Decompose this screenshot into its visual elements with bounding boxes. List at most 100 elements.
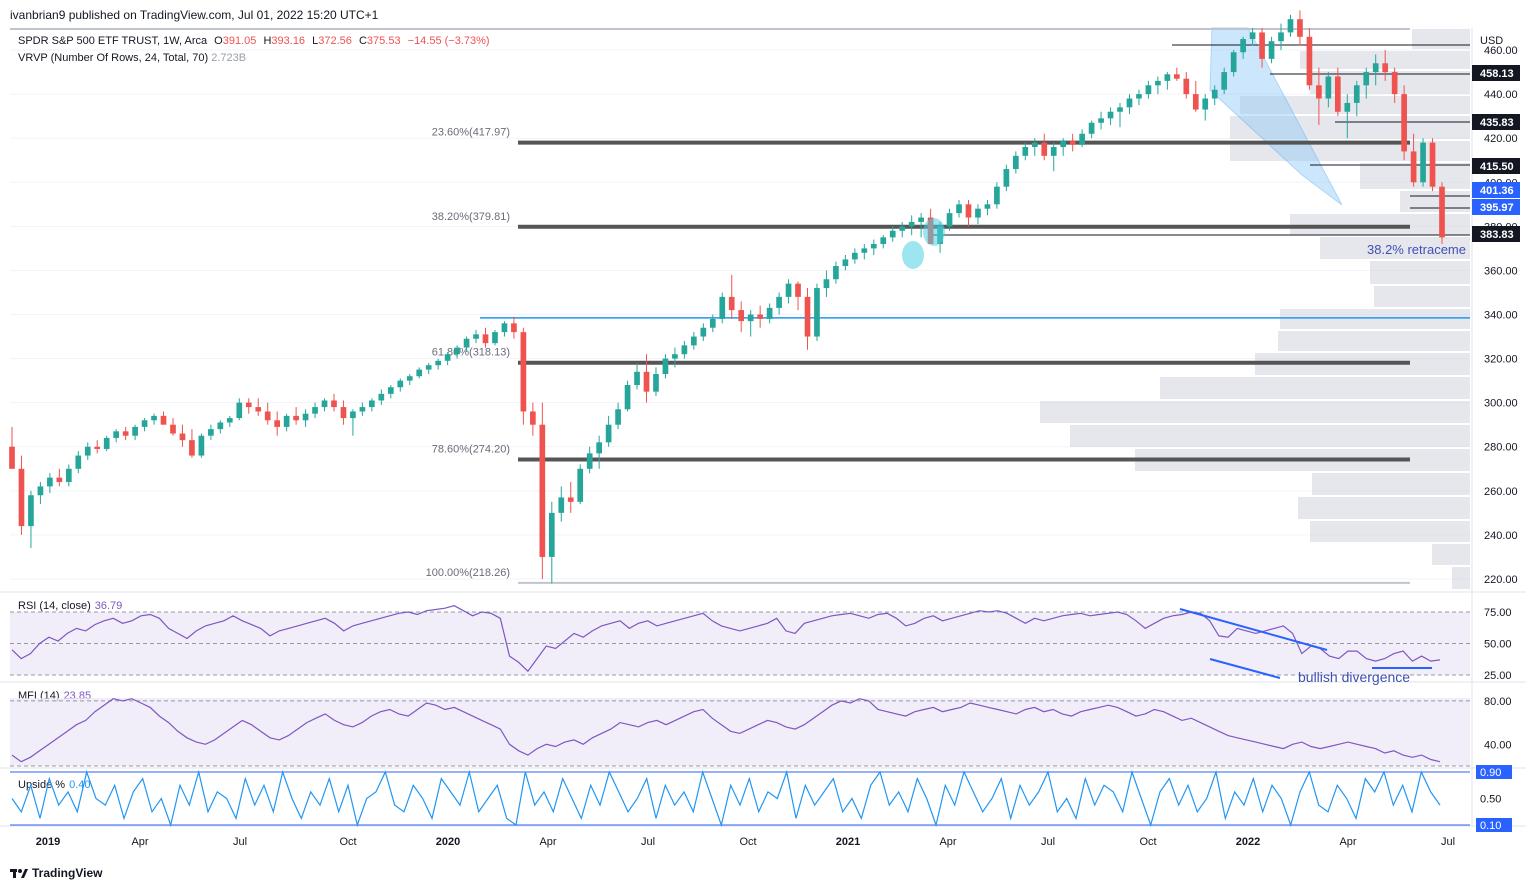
candle-body	[331, 400, 337, 408]
candle-body	[1107, 111, 1114, 119]
candle-body	[378, 393, 385, 401]
candle-body	[842, 259, 849, 267]
vrvp-legend: VRVP (Number Of Rows, 24, Total, 70) 2.7…	[18, 52, 246, 64]
candle-body	[852, 252, 858, 260]
candle-body	[757, 314, 763, 319]
candle-body	[1249, 32, 1256, 40]
candle-body	[132, 426, 138, 436]
open-value: 391.05	[222, 35, 257, 47]
time-tick-label: 2022	[1236, 836, 1260, 848]
candle-body	[283, 415, 290, 427]
candle-body	[766, 307, 773, 319]
candle-body	[1334, 76, 1341, 112]
volume-profile-bar	[1310, 71, 1470, 94]
price-label-text: 401.36	[1480, 185, 1514, 197]
candle-body	[1278, 32, 1284, 42]
candle-body	[482, 334, 489, 344]
close-label: C	[358, 35, 367, 47]
highlight-ellipse	[923, 218, 945, 246]
price-label-box	[1472, 199, 1520, 215]
candle-body	[1069, 140, 1076, 145]
candle-body	[406, 376, 413, 381]
candle-body	[1136, 94, 1142, 99]
upside-tick-label: 0.10	[1480, 820, 1501, 832]
rsi-name: RSI (14, close)	[18, 600, 91, 612]
time-tick-label: Oct	[1139, 836, 1156, 848]
fib-level-label: 38.20%(379.81)	[432, 211, 510, 223]
price-tick-label: 440.00	[1484, 89, 1518, 101]
candle-body	[1410, 151, 1417, 183]
candle-body	[1325, 76, 1332, 99]
candle-body	[1173, 74, 1180, 79]
candle-body	[634, 371, 640, 386]
candle-body	[1050, 147, 1057, 156]
candle-body	[738, 310, 745, 322]
candle-body	[1401, 94, 1407, 152]
candle-body	[94, 446, 101, 449]
fib-level-label: 100.00%(218.26)	[426, 567, 510, 579]
candle-body	[501, 323, 508, 333]
time-tick-label: Apr	[131, 836, 148, 848]
high-value: 393.16	[271, 35, 306, 47]
open-label: O	[214, 35, 223, 47]
candle-body	[804, 296, 811, 337]
candle-body	[75, 455, 82, 469]
candle-body	[1391, 72, 1398, 95]
candle-body	[586, 453, 593, 469]
mfi-tick-label: 40.00	[1484, 739, 1512, 751]
price-label-text: 458.13	[1480, 68, 1514, 80]
mfi-line	[11, 698, 1441, 763]
candle-body	[425, 365, 432, 370]
candle-body	[1353, 85, 1360, 103]
candle-body	[1022, 147, 1029, 156]
candle-body	[302, 413, 309, 421]
candle-body	[293, 415, 299, 421]
candle-body	[908, 221, 915, 227]
candle-body	[208, 429, 214, 436]
price-chart[interactable]: 460.00440.00420.00400.00380.00360.00340.…	[0, 0, 1536, 860]
price-label-box	[1472, 114, 1520, 130]
footer-brand-name: TradingView	[32, 866, 103, 880]
fib-level-label: 61.80%(318.13)	[432, 347, 510, 359]
candle-body	[511, 323, 517, 333]
time-tick-label: Jul	[1441, 836, 1455, 848]
candle-body	[37, 486, 44, 496]
volume-profile-bar	[1452, 567, 1470, 589]
candle-body	[1287, 19, 1294, 33]
candle-body	[141, 420, 148, 427]
candle-body	[975, 208, 981, 218]
candle-body	[473, 334, 479, 339]
candle-body	[1268, 41, 1275, 59]
volume-profile-bar	[1432, 544, 1470, 565]
volume-profile-bar	[1312, 473, 1470, 495]
close-value: 375.53	[366, 35, 401, 47]
rsi-tick-label: 25.00	[1484, 670, 1512, 682]
candle-body	[274, 420, 281, 427]
price-tick-label: 280.00	[1484, 442, 1518, 454]
volume-profile-bar	[1280, 309, 1470, 329]
time-tick-label: Oct	[339, 836, 356, 848]
candle-body	[122, 431, 129, 436]
candle-body	[28, 495, 34, 527]
retracement-annotation: 38.2% retraceme	[1367, 242, 1466, 257]
candle-body	[1003, 169, 1010, 187]
rsi-trendline	[1179, 608, 1328, 651]
vrvp-value: 2.723B	[211, 52, 247, 64]
tradingview-logo-icon	[10, 869, 28, 878]
candle-body	[530, 411, 536, 425]
price-tick-label: 340.00	[1484, 310, 1518, 322]
volume-profile-bar	[1310, 521, 1470, 542]
volume-profile-bar	[1240, 96, 1470, 114]
time-tick-label: 2020	[436, 836, 460, 848]
candle-body	[728, 296, 735, 311]
candle-body	[397, 380, 404, 388]
candle-body	[56, 477, 63, 483]
volume-profile-bar	[1320, 237, 1470, 259]
candle-body	[965, 204, 972, 218]
candle-body	[653, 374, 659, 392]
divergence-annotation: bullish divergence	[1298, 669, 1410, 685]
candle-body	[1088, 122, 1095, 134]
fib-level-label: 78.60%(274.20)	[432, 444, 510, 456]
change-value: −14.55 (−3.73%)	[407, 35, 490, 47]
volume-profile-bar	[1040, 401, 1470, 423]
